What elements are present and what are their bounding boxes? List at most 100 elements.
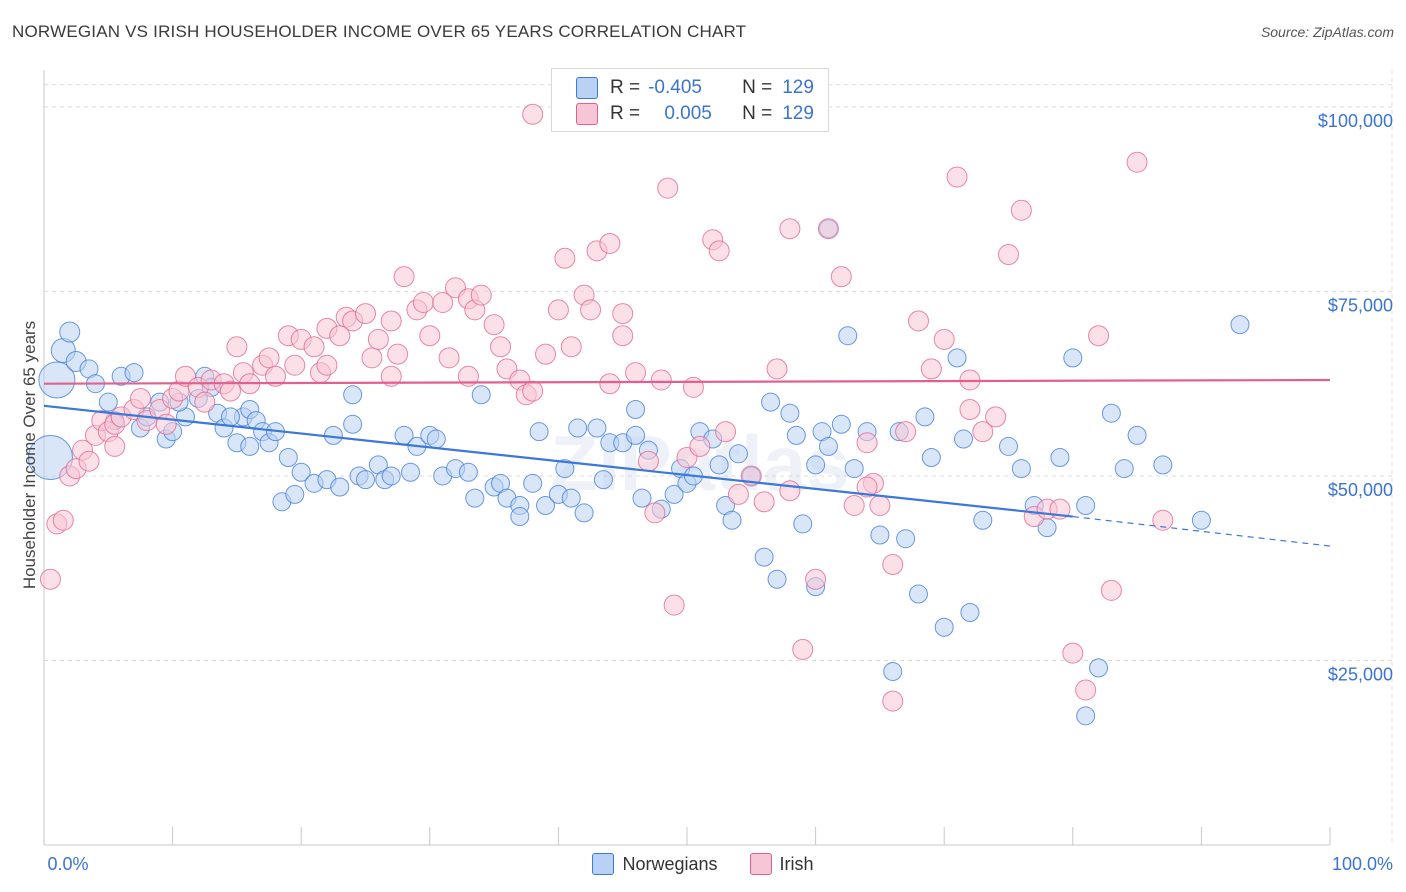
norwegian-point	[587, 418, 607, 438]
irish-point	[650, 369, 672, 391]
norwegian-point	[343, 414, 363, 434]
norwegian-point	[722, 510, 742, 530]
irish-point	[625, 362, 647, 384]
legend-swatch-blue	[592, 853, 615, 875]
norwegian-point	[27, 435, 73, 480]
legend-label-norwegians: Norwegians	[622, 853, 718, 874]
norwegian-point	[626, 425, 646, 445]
irish-point	[612, 303, 634, 325]
norwegian-point	[626, 400, 646, 420]
norwegian-point	[844, 459, 864, 479]
legend-item-irish: Irish	[749, 853, 814, 875]
norwegian-point	[38, 361, 76, 399]
norwegian-point	[471, 385, 491, 405]
irish-point	[438, 347, 460, 369]
legend-swatch-pink	[576, 103, 598, 125]
irish-point	[1062, 642, 1084, 664]
irish-point	[52, 509, 74, 531]
norwegian-point	[536, 495, 556, 515]
irish-point	[985, 406, 1007, 428]
norwegian-point	[124, 363, 144, 383]
norwegian-point	[510, 507, 530, 527]
irish-point	[329, 325, 351, 347]
norwegian-point	[593, 470, 613, 490]
irish-point	[554, 247, 576, 269]
irish-point	[483, 314, 505, 336]
legend-swatch-pink	[749, 853, 772, 875]
norwegian-point	[1101, 403, 1121, 423]
irish-point	[316, 354, 338, 376]
norwegian-point	[1230, 315, 1250, 335]
legend-n-value: 129	[782, 103, 814, 124]
trend-lines	[43, 378, 1331, 547]
irish-point	[715, 421, 737, 443]
irish-point	[104, 435, 126, 457]
irish-point	[303, 336, 325, 358]
norwegian-point	[728, 444, 748, 464]
irish-point	[612, 325, 634, 347]
norwegian-point	[973, 510, 993, 530]
norwegian-point	[220, 407, 240, 427]
irish-point	[599, 232, 621, 254]
norwegian-point	[838, 326, 858, 346]
irish-point	[522, 103, 544, 125]
irish-point	[1088, 325, 1110, 347]
chart-title: NORWEGIAN VS IRISH HOUSEHOLDER INCOME OV…	[12, 22, 747, 41]
irish-point	[432, 292, 454, 313]
norwegian-point	[1011, 459, 1031, 479]
norwegian-point	[921, 448, 941, 467]
irish-point	[470, 284, 492, 306]
series-legend: Norwegians Irish	[0, 853, 1406, 875]
irish-point	[1152, 509, 1174, 531]
norwegian-point	[915, 407, 935, 427]
irish-point	[779, 218, 801, 240]
irish-point	[882, 554, 904, 576]
irish-point	[843, 494, 865, 516]
norwegian-point	[1127, 425, 1147, 445]
irish-point	[972, 421, 994, 443]
irish-point	[522, 380, 544, 402]
norwegian-point	[1153, 455, 1173, 475]
norwegian-point	[1076, 706, 1096, 726]
norwegians-trend-line	[43, 404, 1073, 518]
legend-r-label: R =	[610, 77, 641, 98]
norwegian-point	[291, 462, 311, 482]
irish-point	[380, 365, 402, 387]
irish-point	[284, 354, 306, 376]
norwegian-point	[960, 603, 980, 622]
norwegian-point	[664, 484, 684, 504]
legend-r-value: 0.005	[664, 103, 712, 124]
norwegian-point	[761, 392, 781, 412]
irish-point	[753, 491, 775, 513]
irish-point	[766, 358, 788, 380]
legend-row-norwegians: R = -0.405 N = 129	[576, 76, 814, 100]
norwegian-point	[806, 455, 826, 475]
norwegian-point	[908, 584, 928, 604]
norwegian-point	[1050, 448, 1070, 467]
legend-label-irish: Irish	[779, 853, 814, 874]
irish-point	[457, 365, 479, 387]
chart-source: Source: ZipAtlas.com	[1260, 24, 1394, 40]
irish-point	[560, 336, 582, 358]
tick-labels: $100,000 $75,000 $50,000 $25,000 0.0% 100.0% H…	[20, 111, 1393, 874]
norwegian-point	[1114, 459, 1134, 479]
irish-point	[380, 310, 402, 332]
norwegian-point	[574, 503, 594, 523]
norwegian-point	[754, 547, 774, 567]
irish-point	[805, 568, 827, 590]
irish-point	[258, 347, 280, 369]
irish-point	[194, 391, 216, 413]
norwegian-point	[529, 422, 549, 442]
norwegian-point	[934, 617, 954, 637]
irish-point	[920, 358, 942, 380]
irish-trend-line	[43, 378, 1331, 385]
irish-point	[129, 387, 151, 409]
norwegian-point	[356, 470, 375, 490]
norwegian-point	[240, 436, 260, 456]
norwegian-point	[896, 529, 916, 549]
norwegian-point	[818, 436, 838, 456]
irish-point	[830, 266, 852, 288]
norwegian-point	[831, 414, 851, 434]
irish-point	[998, 244, 1019, 266]
norwegian-point	[999, 436, 1018, 456]
